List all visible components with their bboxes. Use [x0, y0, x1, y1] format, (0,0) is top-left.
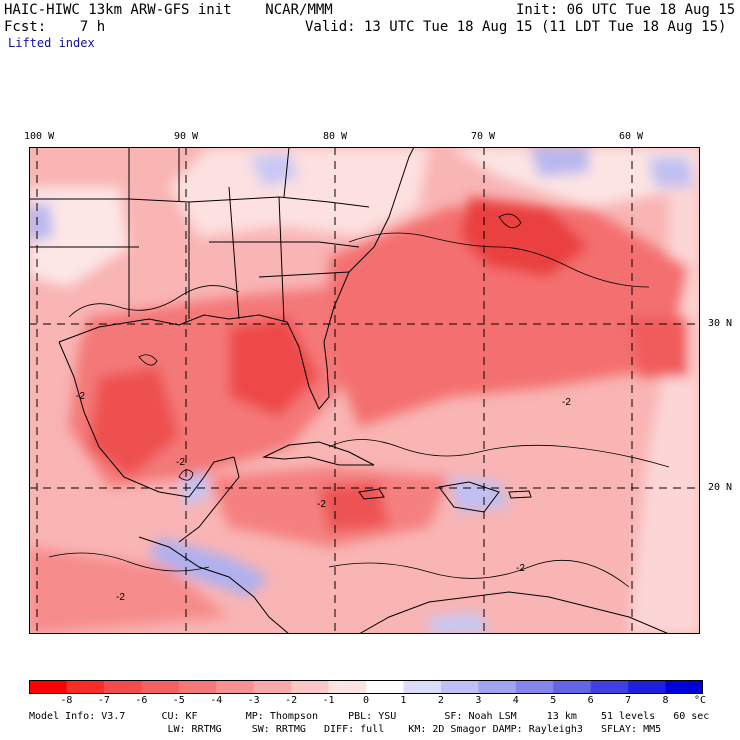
- lon-label-60w: 60 W: [619, 131, 644, 142]
- map-frame: [29, 147, 700, 634]
- colorbar-swatch: [66, 680, 105, 694]
- lon-label-90w: 90 W: [174, 131, 199, 142]
- colorbar-tick-label: -2: [285, 695, 298, 706]
- lifted-index-map: -2 -2 -2 -2 -2 -2: [29, 147, 700, 634]
- contour-label: -2: [317, 499, 326, 510]
- colorbar-tick-label: 2: [437, 695, 444, 706]
- contour-label: -2: [76, 391, 85, 402]
- colorbar-swatch: [291, 680, 330, 694]
- colorbar-swatch: [553, 680, 592, 694]
- colorbar-tick-label: -7: [97, 695, 110, 706]
- colorbar-swatch: [665, 680, 703, 694]
- title-text: HAIC-HIWC 13km ARW-GFS init: [4, 2, 232, 18]
- colorbar-swatch: [178, 680, 217, 694]
- forecast-hour: Fcst: 7 h: [4, 19, 105, 35]
- colorbar-tick-label: -3: [247, 695, 260, 706]
- colorbar-tick-label: 1: [400, 695, 407, 706]
- contour-label: -2: [562, 397, 571, 408]
- colorbar-unit: °C: [694, 695, 707, 706]
- lon-label-80w: 80 W: [323, 131, 348, 142]
- colorbar-swatch: [440, 680, 479, 694]
- contour-label-group: -2 -2 -2 -2 -2 -2: [76, 391, 571, 603]
- colorbar-swatch: [328, 680, 367, 694]
- field-name: Lifted index: [8, 36, 95, 50]
- model-title: HAIC-HIWC 13km ARW-GFS init NCAR/MMM: [4, 2, 333, 18]
- colorbar-tick-label: 3: [475, 695, 482, 706]
- colorbar-swatch: [253, 680, 292, 694]
- lat-label-30n: 30 N: [708, 318, 733, 329]
- contour-label: -2: [176, 457, 185, 468]
- colorbar: [29, 680, 703, 694]
- colorbar-swatch: [403, 680, 442, 694]
- fcst-value: 7 h: [79, 19, 106, 35]
- colorbar-swatch: [216, 680, 255, 694]
- colorbar-tick-label: 7: [625, 695, 632, 706]
- colorbar-tick-label: -5: [172, 695, 185, 706]
- model-info-line2: LW: RRTMG SW: RRTMG DIFF: full KM: 2D Sm…: [29, 724, 662, 735]
- colorbar-swatch: [103, 680, 142, 694]
- contour-label: -2: [116, 592, 125, 603]
- model-info-line1: Model Info: V3.7 CU: KF MP: Thompson PBL…: [29, 711, 710, 722]
- org-text: NCAR/MMM: [265, 2, 333, 18]
- lon-label-100w: 100 W: [24, 131, 55, 142]
- colorbar-swatch: [515, 680, 554, 694]
- valid-time: Valid: 13 UTC Tue 18 Aug 15 (11 LDT Tue …: [305, 19, 727, 35]
- colorbar-tick-label: 5: [550, 695, 557, 706]
- colorbar-tick-label: 0: [362, 695, 370, 706]
- contour-label: -2: [516, 563, 525, 574]
- colorbar-swatch: [590, 680, 629, 694]
- colorbar-tick-label: 4: [512, 695, 519, 706]
- contour-lines: [48, 213, 670, 588]
- colorbar-swatch: [29, 680, 67, 694]
- colorbar-tick-label: -6: [135, 695, 148, 706]
- colorbar-swatch: [478, 680, 517, 694]
- fcst-label: Fcst:: [4, 19, 47, 35]
- colorbar-tick-label: -4: [210, 695, 223, 706]
- colorbar-tick-label: -8: [60, 695, 73, 706]
- latlon-grid: [29, 147, 700, 634]
- colorbar-tick-label: 6: [587, 695, 594, 706]
- field-shading: [29, 147, 700, 634]
- lon-label-70w: 70 W: [471, 131, 496, 142]
- colorbar-swatch: [141, 680, 180, 694]
- colorbar-swatch: [628, 680, 667, 694]
- init-time: Init: 06 UTC Tue 18 Aug 15: [516, 2, 736, 18]
- colorbar-swatch: [366, 680, 404, 694]
- colorbar-tick-label: 8: [662, 695, 669, 706]
- colorbar-frame: [29, 680, 703, 694]
- lat-label-20n: 20 N: [708, 482, 733, 493]
- colorbar-tick-label: -1: [322, 695, 335, 706]
- coastlines: [29, 147, 670, 634]
